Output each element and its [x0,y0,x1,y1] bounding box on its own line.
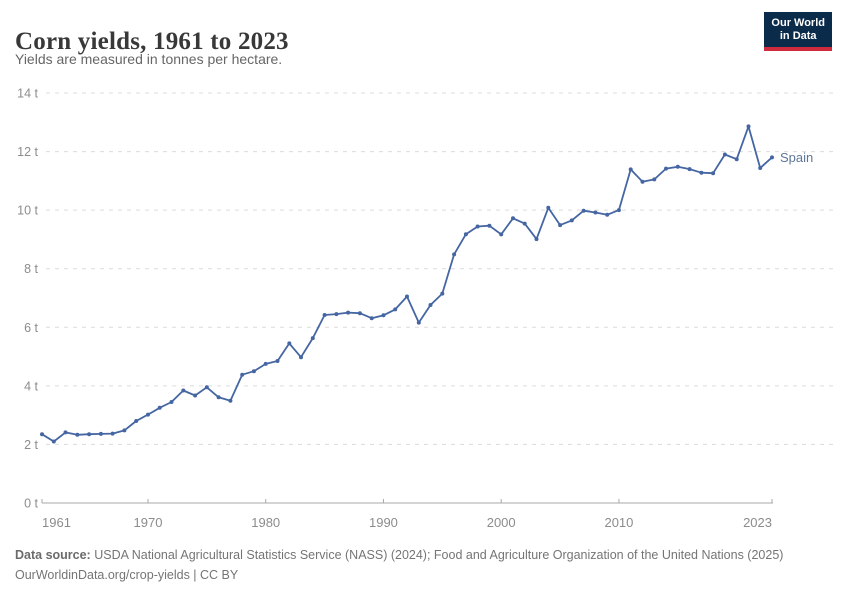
data-point [522,221,527,226]
data-point [75,432,80,437]
data-point [357,311,362,316]
y-axis-tick-label: 0 t [24,497,38,511]
x-axis-tick-label: 1970 [134,515,163,530]
data-point [463,232,468,237]
data-point [616,208,621,213]
data-point [475,224,480,229]
data-point [122,428,127,433]
y-axis-tick-label: 14 t [17,87,38,101]
data-point [193,393,198,398]
data-point [581,208,586,213]
data-point [452,252,457,257]
data-point [216,395,221,400]
chart-subtitle: Yields are measured in tonnes per hectar… [15,51,283,67]
data-point [181,388,186,393]
data-point [664,166,668,171]
x-axis-tick-label: 2000 [487,515,516,530]
data-point [287,341,292,346]
data-point [157,405,162,410]
data-point [334,312,339,317]
x-axis-tick-label: 2010 [604,515,633,530]
data-point [569,218,574,223]
data-point [687,167,692,172]
data-point [746,124,751,129]
license-line: OurWorldinData.org/crop-yields | CC BY [15,568,239,582]
owid-logo-line1: Our World [771,17,825,29]
data-point [322,313,327,317]
data-point [169,400,174,404]
data-point [146,412,150,417]
data-point [675,164,680,169]
data-point [110,431,115,436]
data-point [640,179,645,184]
data-point [40,432,44,437]
data-point [628,167,633,172]
data-point [134,419,139,423]
data-point [511,216,515,221]
data-point [63,430,68,435]
data-point [381,313,386,318]
data-point [51,439,56,444]
owid-logo-line2: in Data [779,30,817,42]
data-point [605,212,610,217]
data-point [652,177,657,182]
data-point [393,307,398,312]
data-point [440,291,445,296]
data-source-line: Data source: USDA National Agricultural … [15,545,783,565]
data-point [534,237,539,242]
data-point [416,320,421,325]
data-point [346,310,351,315]
data-point [711,171,716,176]
data-point [487,223,492,228]
data-point [240,372,245,377]
series-line [41,125,773,443]
data-point [428,303,433,307]
page-title: Corn yields, 1961 to 2023 [15,27,289,55]
x-axis-tick-label: 1980 [251,515,280,530]
data-point [87,432,92,437]
y-axis-tick-label: 8 t [24,262,38,276]
data-source-label: Data source: [15,548,91,562]
data-point [593,210,598,215]
series-spain: Spain [40,124,813,444]
x-axis-tick-label: 1961 [42,515,71,530]
y-axis-tick-label: 2 t [24,438,38,452]
y-axis-tick-label: 10 t [17,204,38,218]
data-point [499,232,504,237]
data-point [299,355,303,360]
owid-logo: Our World in Data [764,12,832,51]
series-label: Spain [780,150,813,165]
data-point [558,223,563,228]
data-point [204,385,209,390]
data-point [734,157,739,162]
data-point [98,431,103,436]
data-source-text: USDA National Agricultural Statistics Se… [90,548,784,562]
data-point [275,359,280,363]
y-axis-tick-label: 6 t [24,321,38,335]
x-axis-tick-label: 2023 [743,515,772,530]
data-point [405,294,409,299]
chart-footer: Data source: USDA National Agricultural … [15,545,783,585]
y-axis-tick-label: 4 t [24,379,38,393]
data-point [699,170,704,175]
x-axis-tick-label: 1990 [369,515,398,530]
data-point [228,398,233,403]
data-point [546,205,551,210]
data-point [263,361,268,366]
y-axis-tick-label: 12 t [17,145,38,159]
data-point [770,155,774,160]
data-point [758,166,763,170]
data-point [369,316,374,321]
data-point [310,336,315,341]
data-point [251,369,256,374]
data-point [722,152,727,157]
